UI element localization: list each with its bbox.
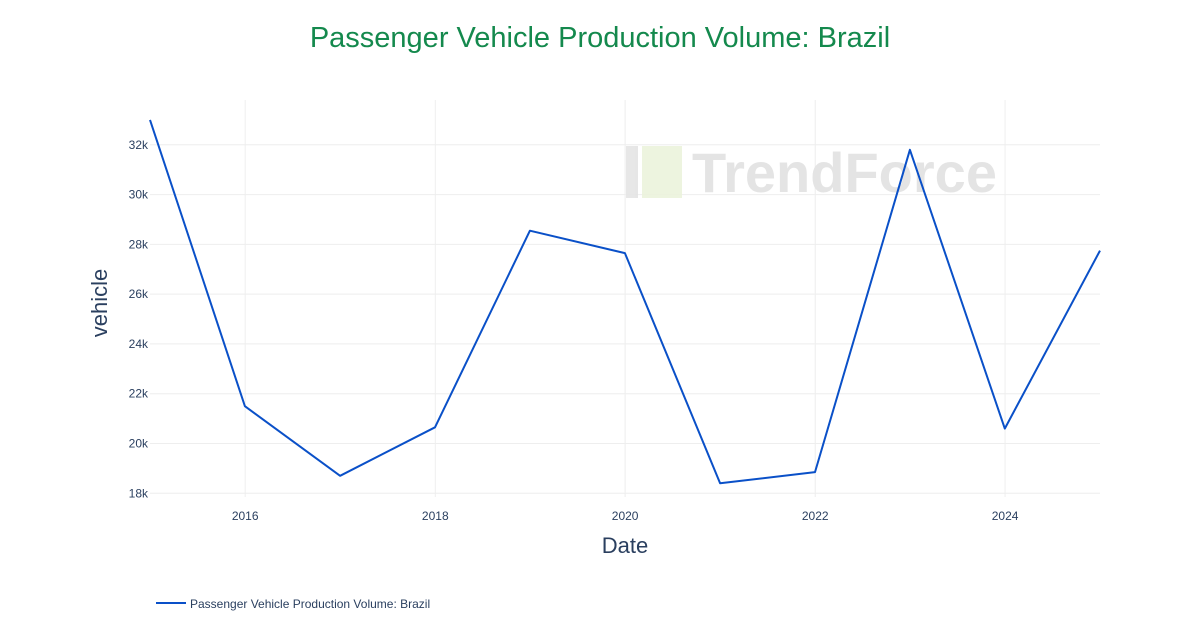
y-tick-label: 26k bbox=[129, 287, 149, 301]
x-tick-label: 2024 bbox=[992, 509, 1019, 523]
y-tick-label: 32k bbox=[129, 138, 149, 152]
y-axis-title: vehicle bbox=[87, 269, 112, 337]
y-tick-label: 30k bbox=[129, 188, 149, 202]
y-tick-label: 22k bbox=[129, 387, 149, 401]
x-tick-label: 2022 bbox=[802, 509, 829, 523]
y-axis-ticks: 18k 20k 22k 24k 26k 28k 30k 32k bbox=[129, 138, 149, 500]
y-tick-label: 18k bbox=[129, 486, 149, 500]
x-axis-title: Date bbox=[602, 533, 648, 558]
data-point[interactable] bbox=[622, 250, 628, 256]
x-tick-label: 2016 bbox=[232, 509, 259, 523]
data-point[interactable] bbox=[1097, 248, 1103, 254]
data-point[interactable] bbox=[1002, 426, 1008, 432]
data-point[interactable] bbox=[812, 469, 818, 475]
data-point[interactable] bbox=[717, 480, 723, 486]
x-tick-label: 2018 bbox=[422, 509, 449, 523]
chart-title: Passenger Vehicle Production Volume: Bra… bbox=[309, 22, 891, 54]
watermark-logo-block-icon bbox=[642, 146, 682, 198]
data-point[interactable] bbox=[527, 228, 533, 234]
gridlines bbox=[150, 100, 1100, 497]
y-tick-label: 24k bbox=[129, 337, 149, 351]
series-line[interactable] bbox=[149, 119, 1101, 485]
x-tick-label: 2020 bbox=[612, 509, 639, 523]
legend-label: Passenger Vehicle Production Volume: Bra… bbox=[190, 597, 430, 611]
y-tick-label: 20k bbox=[129, 436, 149, 450]
data-point[interactable] bbox=[907, 147, 913, 153]
watermark-text: TrendForce bbox=[692, 141, 997, 204]
legend[interactable]: Passenger Vehicle Production Volume: Bra… bbox=[156, 597, 430, 611]
x-axis-ticks: 2016 2018 2020 2022 2024 bbox=[232, 509, 1019, 523]
watermark-logo-bar-icon bbox=[626, 146, 638, 198]
data-point[interactable] bbox=[147, 117, 153, 123]
data-point[interactable] bbox=[337, 473, 343, 479]
data-point[interactable] bbox=[432, 424, 438, 430]
watermark-logo: TrendForce bbox=[626, 141, 997, 204]
series-layer bbox=[147, 117, 1103, 486]
data-point[interactable] bbox=[242, 403, 248, 409]
y-tick-label: 28k bbox=[129, 237, 149, 251]
